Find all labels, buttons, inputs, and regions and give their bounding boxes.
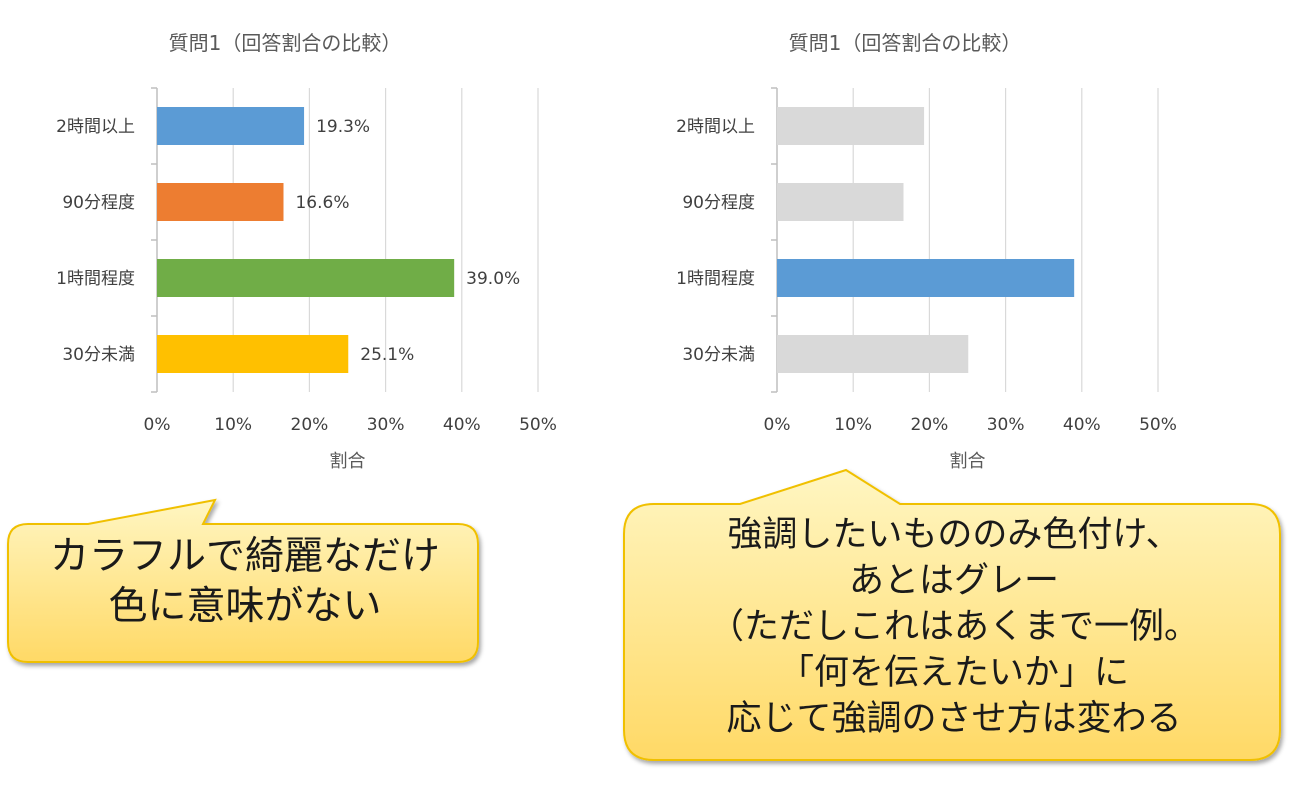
callout-left-line: カラフルで綺麗なだけ <box>49 534 440 579</box>
chart-colorful-data-label: 25.1% <box>360 345 414 365</box>
chart-highlight-bar <box>777 183 904 221</box>
chart-colorful-bar <box>157 183 284 221</box>
chart-colorful-x-tick-label: 10% <box>214 415 252 435</box>
callout-right-line: 強調したいもののみ色付け、 <box>727 515 1181 555</box>
chart-colorful-svg: 質問1（回答割合の比較） 0% 10% 20% 30% 40% 50% 2時間以上 19.3% 9… <box>56 31 557 472</box>
chart-highlight: 質問1（回答割合の比較） 0% 10% 20% 30% 40% 50% 2時間以上 90分程度 1… <box>620 0 1240 480</box>
callout-right-text: 強調したいもののみ色付け、 あとはグレー （ただしこれはあくまで一例。 「何を伝… <box>628 512 1280 742</box>
callout-right-line: あとはグレー <box>848 561 1059 601</box>
chart-highlight-svg: 質問1（回答割合の比較） 0% 10% 20% 30% 40% 50% 2時間以上 90分程度 1… <box>676 31 1177 472</box>
chart-highlight-bar <box>777 259 1075 297</box>
chart-highlight-category-label: 2時間以上 <box>676 117 755 137</box>
chart-colorful-bar <box>157 335 349 373</box>
chart-colorful-x-tick-label: 50% <box>519 415 557 435</box>
chart-colorful-x-tick-label: 0% <box>144 415 171 435</box>
callout-right-line: 「何を伝えたいか」に <box>778 653 1129 693</box>
chart-highlight-x-tick-label: 30% <box>987 415 1025 435</box>
chart-colorful-category-label: 2時間以上 <box>56 117 135 137</box>
chart-highlight-category-label: 30分未満 <box>682 345 755 365</box>
chart-colorful-title: 質問1（回答割合の比較） <box>169 31 402 55</box>
chart-colorful-data-label: 39.0% <box>466 269 520 289</box>
chart-colorful-category-label: 90分程度 <box>62 193 135 213</box>
callout-left-text: カラフルで綺麗なだけ 色に意味がない <box>12 532 478 632</box>
chart-colorful-bar <box>157 259 455 297</box>
chart-colorful-data-label: 16.6% <box>295 193 349 213</box>
chart-highlight-x-tick-label: 10% <box>834 415 872 435</box>
chart-colorful-category-label: 1時間程度 <box>56 269 135 289</box>
callout-right-line: 応じて強調のさせ方は変わる <box>726 699 1182 739</box>
chart-highlight-x-tick-label: 40% <box>1063 415 1101 435</box>
chart-colorful-x-tick-label: 40% <box>443 415 481 435</box>
callout-right-line: （ただしこれはあくまで一例。 <box>708 607 1199 647</box>
chart-highlight-x-axis-title: 割合 <box>950 451 986 472</box>
chart-highlight-x-tick-label: 50% <box>1139 415 1177 435</box>
chart-highlight-x-tick-label: 20% <box>911 415 949 435</box>
chart-highlight-bar <box>777 335 969 373</box>
chart-highlight-category-label: 1時間程度 <box>676 269 755 289</box>
chart-highlight-bar <box>777 107 925 145</box>
chart-colorful: 質問1（回答割合の比較） 0% 10% 20% 30% 40% 50% 2時間以上 19.3% 9… <box>0 0 620 480</box>
chart-highlight-title: 質問1（回答割合の比較） <box>789 31 1022 55</box>
chart-colorful-bar <box>157 107 305 145</box>
chart-colorful-data-label: 19.3% <box>316 117 370 137</box>
chart-highlight-category-label: 90分程度 <box>682 193 755 213</box>
callout-left-line: 色に意味がない <box>108 584 382 629</box>
chart-colorful-x-tick-label: 20% <box>291 415 329 435</box>
chart-highlight-x-tick-label: 0% <box>764 415 791 435</box>
chart-colorful-x-tick-label: 30% <box>367 415 405 435</box>
chart-colorful-category-label: 30分未満 <box>62 345 135 365</box>
chart-colorful-x-axis-title: 割合 <box>330 451 366 472</box>
